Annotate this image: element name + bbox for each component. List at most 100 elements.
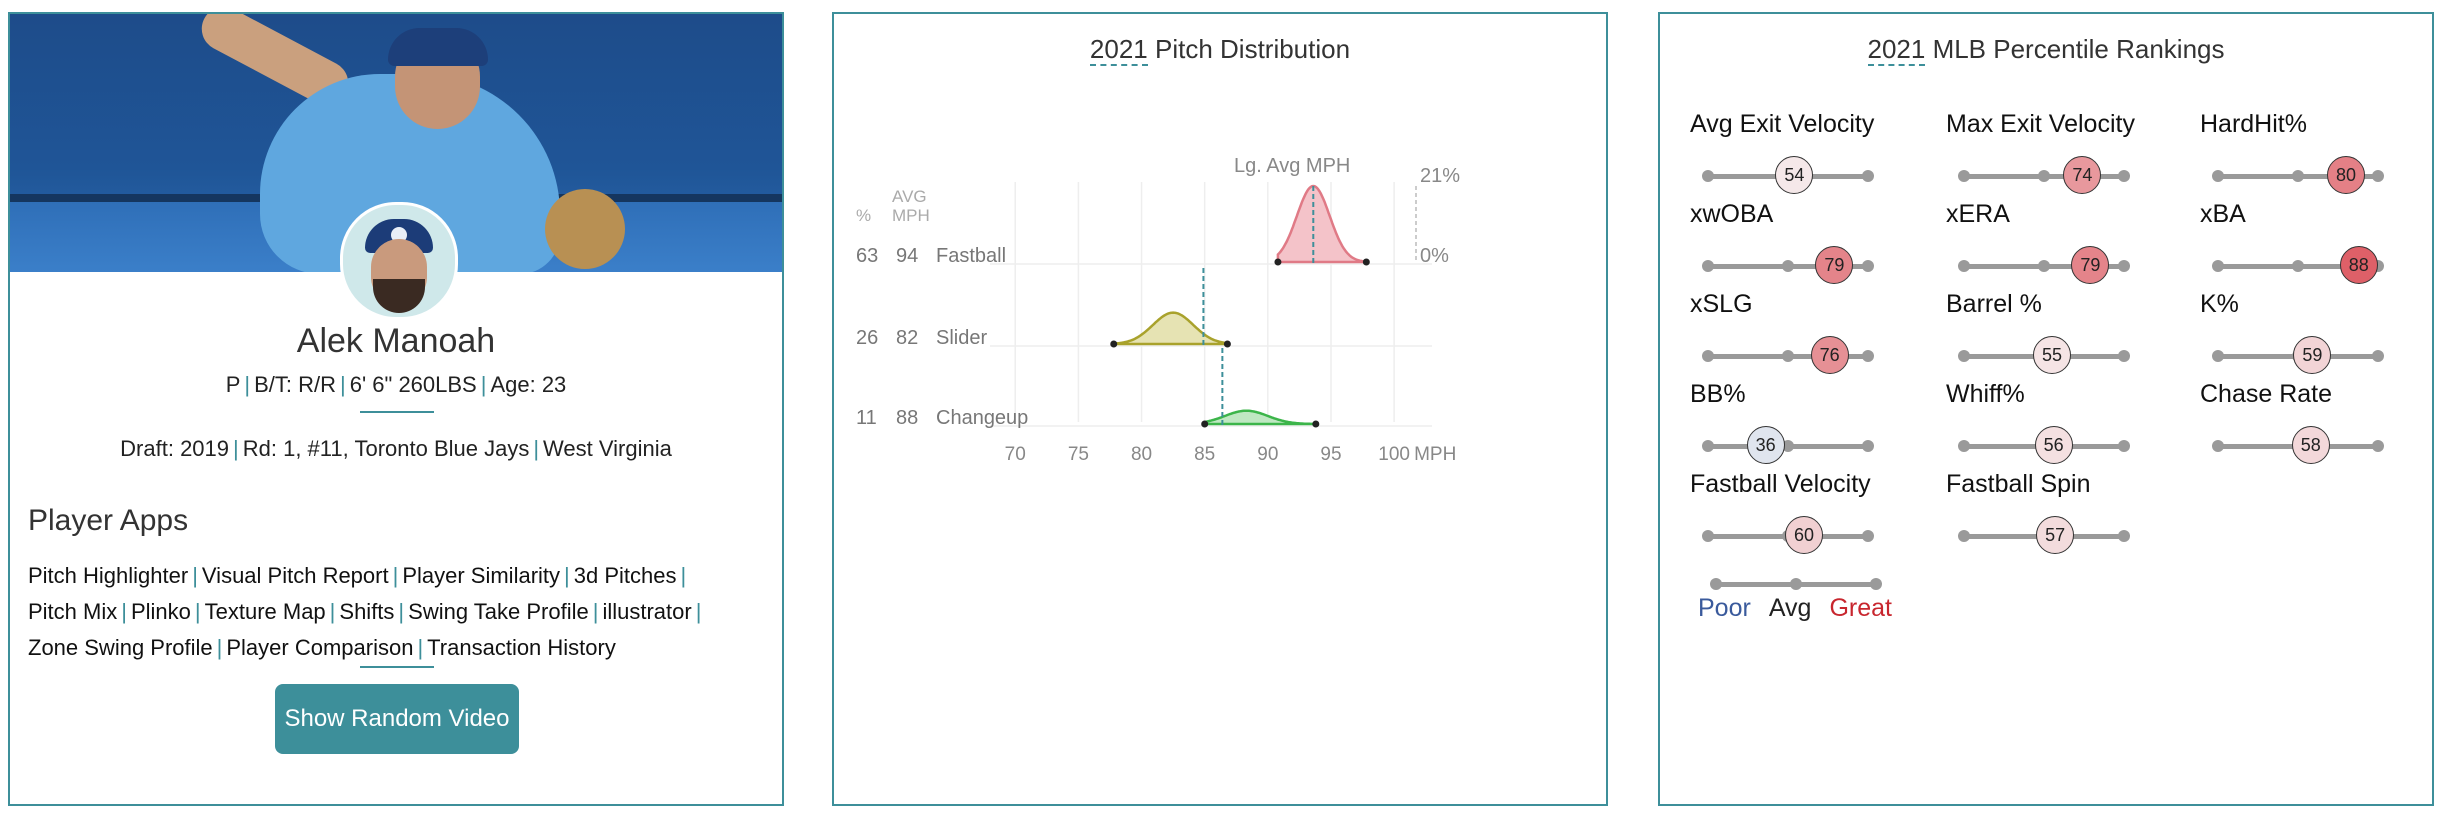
percentile-track-dot: [2292, 260, 2304, 272]
percentile-value-badge: 59: [2293, 336, 2332, 374]
pitch-min-marker: [1110, 340, 1118, 348]
app-link-visual-pitch-report[interactable]: Visual Pitch Report: [201, 563, 389, 588]
player-apps-list: Pitch Highlighter | Visual Pitch Report | Pl…: [28, 563, 702, 660]
percentile-track-dot: [2118, 170, 2130, 182]
percentile-value-badge: 54: [1775, 156, 1814, 194]
draft-team: Toronto Blue Jays: [354, 436, 530, 461]
percentile-xwoba[interactable]: xwOBA 79: [1690, 200, 1890, 290]
draft-school: West Virginia: [543, 436, 672, 461]
percentile-bb[interactable]: BB% 36: [1690, 380, 1890, 470]
player-headshot: [340, 202, 458, 320]
pitch-avg-velocity: 88: [896, 407, 918, 429]
x-tick-label: 70: [1005, 444, 1026, 465]
player-age: Age: 23: [490, 372, 567, 397]
app-link-shifts[interactable]: Shifts: [339, 599, 395, 624]
percentile-chase-rate[interactable]: Chase Rate 58: [2200, 380, 2400, 470]
x-tick-label: 80: [1131, 444, 1152, 465]
percentile-track-dot: [2372, 350, 2384, 362]
percentile-label: xERA: [1946, 200, 2010, 228]
percentile-fastball-velocity[interactable]: Fastball Velocity 60: [1690, 470, 1890, 560]
percentile-track-dot: [1702, 170, 1714, 182]
legend-avg: Avg: [1768, 594, 1812, 622]
percentile-label: Max Exit Velocity: [1946, 110, 2135, 138]
app-link-illustrator[interactable]: illustrator: [602, 599, 692, 624]
pitch-name: Fastball: [936, 245, 1006, 267]
percentile-avg-exit-velocity[interactable]: Avg Exit Velocity 54: [1690, 110, 1890, 200]
percentile-k[interactable]: K% 59: [2200, 290, 2400, 380]
percentile-track-dot: [1958, 350, 1970, 362]
legend-poor: Poor: [1698, 594, 1751, 622]
percentile-xslg[interactable]: xSLG 76: [1690, 290, 1890, 380]
show-random-video-button[interactable]: Show Random Video: [275, 684, 519, 754]
app-link-pitch-mix[interactable]: Pitch Mix: [28, 599, 118, 624]
percentile-rankings-title: 2021 MLB Percentile Rankings: [1867, 34, 2225, 66]
percentile-track-dot: [2212, 170, 2224, 182]
percentile-rankings-panel: 2021 MLB Percentile Rankings Avg Exit Ve…: [1658, 12, 2434, 806]
percentile-fastball-spin[interactable]: Fastball Spin 57: [1946, 470, 2146, 560]
percentile-track-dot: [1862, 440, 1874, 452]
column-header-avg: AVG: [892, 187, 927, 206]
percentile-track-dot: [2118, 350, 2130, 362]
y-zero-label: 0%: [1420, 245, 1449, 267]
percentile-track-dot: [2118, 440, 2130, 452]
season-selector[interactable]: 2021: [1089, 34, 1148, 66]
pitch-min-marker: [1274, 258, 1282, 266]
season-selector[interactable]: 2021: [1867, 34, 1926, 66]
percentile-value-badge: 58: [2291, 426, 2330, 464]
app-link-pitch-highlighter[interactable]: Pitch Highlighter: [28, 563, 189, 588]
percentile-value-badge: 76: [1810, 336, 1849, 374]
percentile-value-badge: 55: [2033, 336, 2071, 374]
percentile-barrel[interactable]: Barrel % 55: [1946, 290, 2146, 380]
percentile-max-exit-velocity[interactable]: Max Exit Velocity 74: [1946, 110, 2146, 200]
percentile-value-badge: 74: [2063, 156, 2102, 194]
pitch-min-marker: [1201, 420, 1209, 428]
percentile-track-dot: [2212, 440, 2224, 452]
percentile-label: Avg Exit Velocity: [1690, 110, 1875, 138]
app-link-texture-map[interactable]: Texture Map: [204, 599, 326, 624]
pitch-density-curve: [1276, 184, 1368, 264]
pitch-distribution-panel: 2021 Pitch Distribution 21% 0%% AVG MPH Lg. …: [832, 12, 1608, 806]
divider: [360, 666, 434, 668]
pitch-name: Changeup: [936, 407, 1028, 429]
player-bio: P | B/T: R/R | 6' 6" 260LBS | Age: 23: [225, 372, 567, 397]
percentile-track-dot: [1958, 440, 1970, 452]
pitch-usage-pct: 11: [856, 407, 877, 429]
percentile-value-badge: 79: [2071, 246, 2110, 284]
column-header-mph: MPH: [892, 206, 930, 225]
x-axis-unit: MPH: [1414, 444, 1456, 465]
app-link-plinko[interactable]: Plinko: [130, 599, 191, 624]
app-link-player-similarity[interactable]: Player Similarity: [402, 563, 561, 588]
percentile-track-dot: [2038, 170, 2050, 182]
pitch-density-curve: [1203, 409, 1318, 426]
percentile-xera[interactable]: xERA 79: [1946, 200, 2146, 290]
app-link-zone-swing-profile[interactable]: Zone Swing Profile: [28, 635, 213, 660]
app-link-3d-pitches[interactable]: 3d Pitches: [573, 563, 677, 588]
percentile-label: Barrel %: [1946, 290, 2042, 318]
percentile-whiff[interactable]: Whiff% 56: [1946, 380, 2146, 470]
percentile-track-dot: [1958, 260, 1970, 272]
app-link-player-comparison[interactable]: Player Comparison: [226, 635, 414, 660]
app-link-swing-take-profile[interactable]: Swing Take Profile: [408, 599, 589, 624]
percentile-label: xSLG: [1690, 290, 1753, 318]
pitch-avg-velocity: 82: [896, 327, 918, 349]
percentile-label: Fastball Spin: [1946, 470, 2091, 498]
percentile-xba[interactable]: xBA 88: [2200, 200, 2400, 290]
percentile-legend: Poor Avg Great: [1698, 594, 1910, 623]
percentile-value-badge: 36: [1746, 426, 1785, 464]
percentile-track-dot: [1702, 350, 1714, 362]
percentile-hardhit[interactable]: HardHit% 80: [2200, 110, 2400, 200]
legend-great: Great: [1829, 594, 1892, 622]
player-position: P: [225, 372, 241, 397]
percentile-track-dot: [1782, 260, 1794, 272]
x-tick-label: 95: [1320, 444, 1341, 465]
percentile-label: Chase Rate: [2200, 380, 2333, 408]
league-average-label: Lg. Avg MPH: [1234, 155, 1350, 177]
player-height-weight: 6' 6" 260LBS: [349, 372, 477, 397]
player-bat-throw: B/T: R/R: [254, 372, 337, 397]
percentile-track-dot: [1862, 530, 1874, 542]
percentile-track-dot: [1862, 170, 1874, 182]
percentile-track-dot: [2372, 170, 2384, 182]
percentile-label: K%: [2200, 290, 2239, 318]
app-link-transaction-history[interactable]: Transaction History: [427, 635, 616, 660]
